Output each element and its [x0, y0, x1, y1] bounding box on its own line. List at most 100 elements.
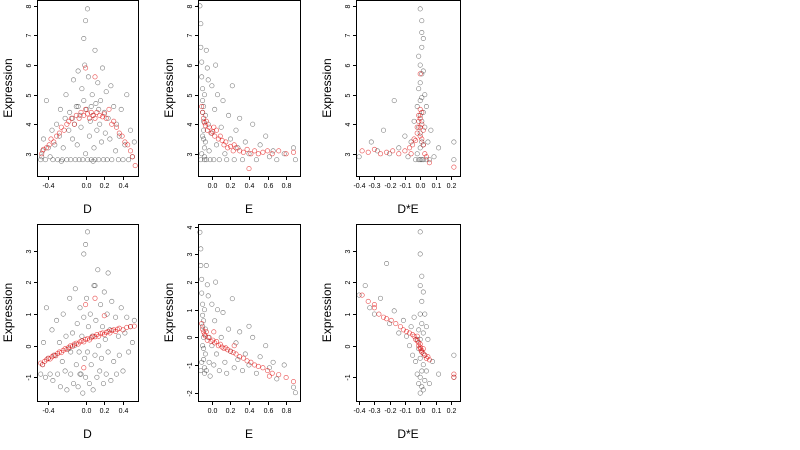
data-point — [419, 349, 425, 355]
data-point — [228, 348, 234, 354]
data-point — [207, 157, 213, 163]
data-point — [378, 295, 383, 301]
data-point — [104, 311, 110, 317]
data-point — [57, 384, 63, 390]
series-black — [38, 229, 137, 396]
data-point — [69, 115, 75, 121]
data-point — [426, 160, 432, 166]
data-point — [202, 326, 208, 332]
x-tick-label: 0.2 — [100, 408, 110, 415]
data-point — [419, 368, 425, 374]
data-point — [218, 124, 224, 130]
data-point — [74, 142, 80, 148]
data-point — [414, 151, 420, 157]
data-point — [420, 387, 426, 393]
data-point — [264, 148, 270, 154]
data-point — [377, 151, 383, 157]
data-point — [223, 139, 229, 145]
data-point — [82, 62, 88, 68]
data-point — [212, 318, 218, 324]
data-point — [423, 324, 429, 330]
data-point — [202, 351, 208, 357]
data-point — [213, 62, 219, 68]
data-point — [76, 157, 82, 163]
data-point — [214, 338, 220, 344]
data-point — [48, 136, 54, 142]
y-tick-label: 1 — [187, 308, 194, 312]
data-point — [359, 148, 365, 154]
data-point — [77, 112, 83, 118]
series-black — [356, 6, 457, 163]
x-axis-title: D*E — [397, 202, 418, 216]
y-axis-title: Expression — [1, 58, 15, 117]
data-point — [199, 276, 205, 282]
data-point — [202, 157, 207, 163]
data-point — [206, 359, 212, 365]
panel-bottom-left: -0.4 0.0 0.2 0.4 -1 0 1 2 3 D Expression — [1, 224, 139, 441]
data-point — [414, 333, 420, 339]
data-point — [67, 295, 73, 301]
data-point — [199, 104, 205, 110]
data-point — [131, 317, 137, 323]
x-tick-label: 0.0 — [82, 408, 92, 415]
data-point — [402, 148, 408, 154]
data-point — [86, 115, 92, 121]
data-point — [203, 329, 209, 335]
x-tick-label: -0.4 — [353, 408, 365, 415]
series-red — [199, 321, 296, 385]
data-point — [47, 154, 53, 160]
data-point — [109, 157, 115, 163]
data-point — [391, 98, 397, 104]
data-point — [70, 136, 75, 142]
y-tick-label: -1 — [187, 362, 194, 368]
data-point — [81, 251, 87, 257]
data-point — [200, 98, 206, 104]
data-point — [202, 307, 207, 313]
data-point — [64, 387, 70, 393]
data-point — [42, 157, 48, 163]
data-point — [56, 130, 62, 136]
data-point — [417, 355, 423, 361]
x-axis-title: E — [245, 202, 253, 216]
data-point — [80, 157, 86, 163]
data-point — [131, 323, 137, 329]
data-point — [94, 332, 100, 338]
y-tick-label: 5 — [26, 93, 33, 97]
data-point — [60, 145, 66, 151]
data-point — [246, 151, 252, 157]
data-point — [266, 154, 272, 160]
data-point — [214, 351, 219, 357]
x-tick-label: 0.1 — [432, 408, 442, 415]
data-point — [381, 127, 386, 133]
data-point — [417, 106, 423, 112]
y-axis-title: Expression — [320, 283, 334, 342]
data-point — [246, 166, 252, 172]
data-point — [406, 145, 412, 151]
x-tick-label: -0.3 — [368, 408, 380, 415]
data-point — [95, 80, 101, 86]
data-point — [119, 133, 125, 139]
data-point — [209, 343, 215, 349]
data-point — [270, 359, 276, 365]
data-point — [416, 381, 422, 387]
data-point — [451, 374, 457, 380]
data-point — [103, 89, 109, 95]
data-point — [451, 352, 457, 358]
data-point — [240, 149, 246, 155]
data-point — [83, 374, 89, 380]
data-point — [417, 251, 423, 257]
plot-frame — [198, 224, 301, 402]
y-tick-label: 4 — [26, 122, 33, 126]
data-point — [78, 124, 84, 130]
data-point — [269, 370, 275, 376]
series-black — [356, 229, 457, 396]
data-point — [91, 145, 97, 151]
x-tick-label: 0.4 — [119, 183, 129, 190]
data-point — [242, 139, 248, 145]
data-point — [242, 351, 248, 357]
data-point — [414, 130, 420, 136]
data-point — [417, 344, 423, 350]
data-point — [212, 133, 218, 139]
data-point — [84, 106, 90, 112]
data-point — [419, 347, 425, 353]
